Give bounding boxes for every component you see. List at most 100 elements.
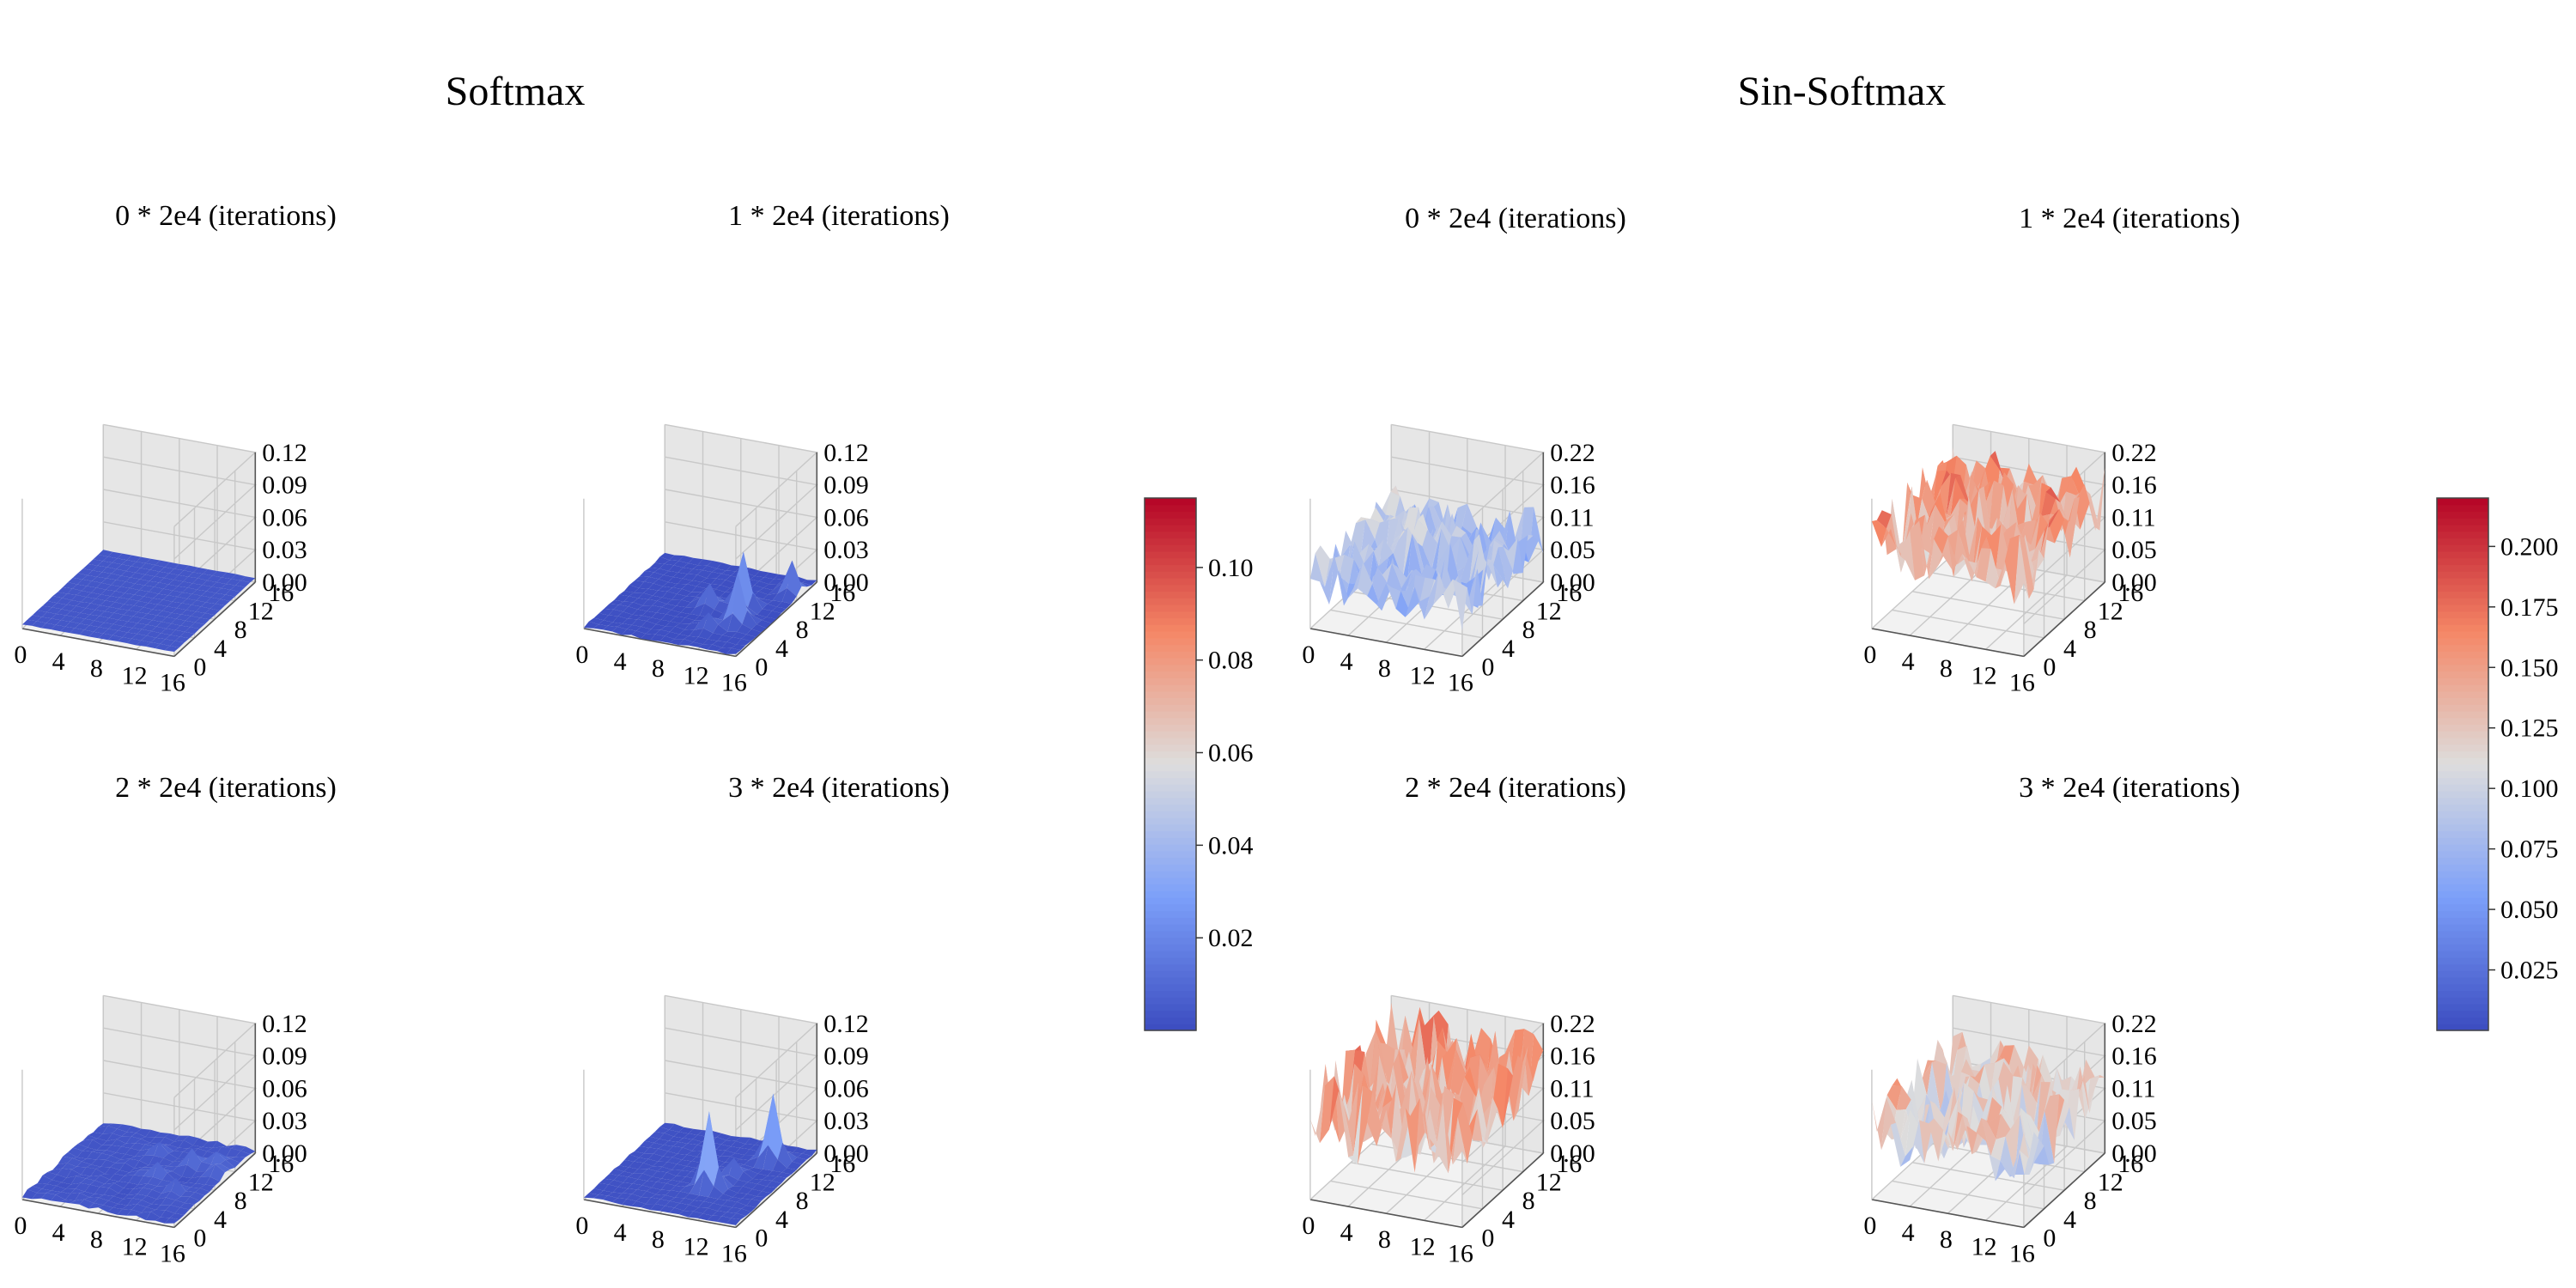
g0-p2-surface-face (123, 1194, 138, 1200)
g0-p0-surface-face (75, 623, 90, 630)
colorbar-0-segment (1145, 564, 1196, 572)
g0-p0-surface-face (123, 610, 138, 617)
colorbar-0-segment (1145, 944, 1196, 951)
g1-p1-surface-face (1976, 548, 1991, 582)
g0-p1-surface-face (678, 639, 694, 646)
colorbar-1-segment (2437, 897, 2488, 905)
g0-p3-surface-face (650, 1204, 665, 1212)
g0-p3-surface-face (659, 1133, 674, 1141)
g1-p2-surface-face (1364, 1052, 1380, 1118)
g0-p1-x-tick-label: 16 (721, 668, 747, 696)
g1-p1-z-tick-label: 0.05 (2111, 536, 2157, 564)
g1-p2-z-tick-label: 0.16 (1550, 1042, 1595, 1071)
g1-p1-surface-face (2002, 522, 2017, 558)
g1-p0-surface-face (1412, 533, 1427, 580)
g0-p0-surface-face (166, 623, 181, 630)
colorbar-1-segment (2437, 671, 2488, 678)
g0-p0-surface-face (230, 585, 246, 592)
g0-p3-y-tick-label: 4 (775, 1206, 788, 1234)
g0-p1-x-tick-label: 0 (575, 641, 588, 669)
g0-p2-surface-face (52, 1175, 67, 1182)
colorbar-1-segment (2437, 704, 2488, 712)
g0-p0-surface-face (176, 614, 191, 621)
g0-p2-surface-face (88, 1203, 104, 1209)
g0-p0-surface-face (173, 563, 189, 571)
g1-p1-surface-face (1919, 520, 1935, 580)
g0-p0-surface-face (184, 565, 198, 573)
g0-p1-surface-face (665, 631, 680, 640)
colorbar-0-segment (1145, 651, 1196, 659)
g1-p1-surface-face (2030, 529, 2045, 563)
colorbar-0-segment (1145, 1017, 1196, 1024)
g0-p2-surface-face (195, 1188, 210, 1196)
g0-p1-surface-face (677, 568, 693, 574)
colorbar-0-segment (1145, 884, 1196, 891)
colorbar-1-segment (2437, 844, 2488, 852)
g0-p3-surface-face (688, 1128, 703, 1135)
colorbar-1-tick-label: 0.200 (2500, 532, 2559, 561)
g0-p0-surface-face (164, 562, 179, 569)
g0-p1-surface-face (647, 595, 663, 601)
g1-p3-grid-y (1911, 1162, 2065, 1191)
g1-p2-y-tick-label: 12 (1536, 1169, 1562, 1197)
g0-p3-surface-face (658, 1145, 673, 1151)
g0-p0-surface-face (101, 567, 117, 574)
g0-p2-surface-face (42, 1172, 58, 1180)
g1-p1-x-tick-label: 4 (1902, 647, 1915, 676)
g1-p0-surface-face (1354, 541, 1370, 564)
g0-p0-surface-face (144, 580, 160, 587)
g0-p1-surface-face (697, 559, 713, 566)
g0-p1-surface-face (666, 599, 682, 606)
g1-p1-surface-face (1981, 537, 1996, 569)
g0-p0-surface-face (117, 637, 132, 643)
g1-p3-surface-face (1905, 1109, 1920, 1157)
g0-p0-surface-face (165, 635, 180, 641)
g1-p2-z-tick-label: 0.11 (1550, 1074, 1594, 1103)
g0-p3-surface-face (782, 1142, 798, 1162)
g0-p3-surface-face (672, 1153, 688, 1160)
colorbar-1-segment (2437, 525, 2488, 532)
g0-p1-surface-face (757, 598, 773, 605)
g0-p3-surface-face (617, 1193, 632, 1200)
g0-p3-z-tick-label: 0.06 (823, 1074, 869, 1103)
colorbar-1-segment (2437, 557, 2488, 566)
g0-p0-surface-face (197, 585, 212, 592)
g0-p2-surface-face (167, 1160, 183, 1167)
g0-p0-surface-face (75, 612, 90, 619)
g0-p1-surface-face (623, 596, 639, 603)
g1-p3-surface-face (1970, 1064, 1985, 1084)
g1-p1-surface-face (1897, 486, 1912, 549)
g0-p2-surface-face (207, 1146, 222, 1154)
colorbar-1-segment (2437, 578, 2488, 586)
g0-p2-surface-face (101, 1150, 117, 1156)
g0-p1-z-tick-label: 0.12 (823, 439, 869, 467)
g1-p0-surface-face (1461, 503, 1477, 534)
g1-p0-surface-face (1483, 560, 1498, 588)
colorbar-0-segment (1145, 511, 1196, 519)
g1-p0-surface-face (1388, 531, 1404, 550)
g0-p0-surface-face (65, 611, 81, 617)
g1-p3-z-tick-label: 0.00 (2111, 1139, 2157, 1168)
g0-p2-surface-face (65, 1193, 80, 1201)
g0-p3-surface-face (657, 1166, 672, 1173)
g1-p0-surface-face (1395, 591, 1411, 617)
g1-p0-surface-face (1451, 526, 1467, 538)
g0-p1-surface-face (688, 557, 703, 566)
g1-p3-surface-face (2027, 1063, 2043, 1110)
colorbar-0-segment (1145, 578, 1196, 586)
g0-p1-surface-face (769, 579, 784, 585)
g1-p3-surface-face (1871, 1097, 1886, 1151)
g0-p1-surface-face (618, 601, 634, 607)
g0-p0-surface-face (95, 594, 111, 601)
colorbar-0-segment (1145, 544, 1196, 552)
g0-p1-surface-face (684, 622, 700, 630)
g0-p1-surface-face (754, 580, 769, 588)
g1-p2-surface-face (1376, 1109, 1392, 1146)
colorbar-0-segment (1145, 777, 1196, 785)
g0-p3-surface-face (641, 1181, 657, 1188)
g1-p1-surface-face (2026, 513, 2041, 555)
g0-p3-surface-face (771, 1176, 787, 1184)
g1-p0-x-tick-label: 16 (1448, 668, 1473, 696)
g0-p3-surface-face (687, 1139, 702, 1145)
g0-p2-surface-face (196, 1176, 210, 1185)
